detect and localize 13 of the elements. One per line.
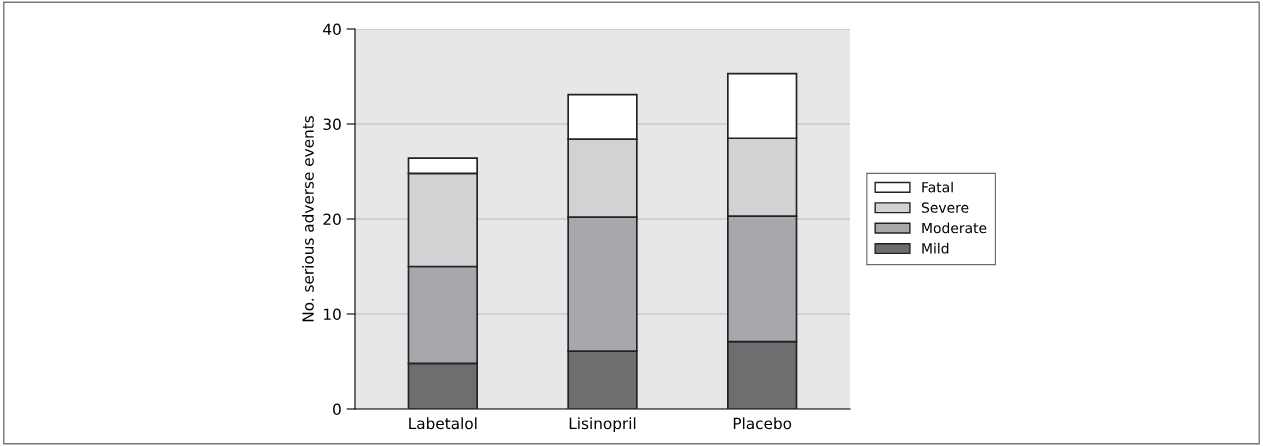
legend-label: Severe [921,202,969,213]
legend-label: Mild [922,242,949,254]
y-tick-label: 30 [323,118,341,131]
y-tick-label: 0 [333,403,341,416]
y-tick-label: 20 [323,213,341,226]
x-tick-label: Lisinopril [569,417,636,433]
y-tick-label: 10 [324,308,341,321]
y-axis-title: No. serious adverse events [302,116,314,322]
legend-label: Moderate [922,222,987,234]
y-tick-label: 40 [323,23,341,36]
x-tick-label: Placebo [733,417,792,430]
x-tick-label: Labetalol [409,417,477,430]
legend-label: Fatal [922,181,953,193]
